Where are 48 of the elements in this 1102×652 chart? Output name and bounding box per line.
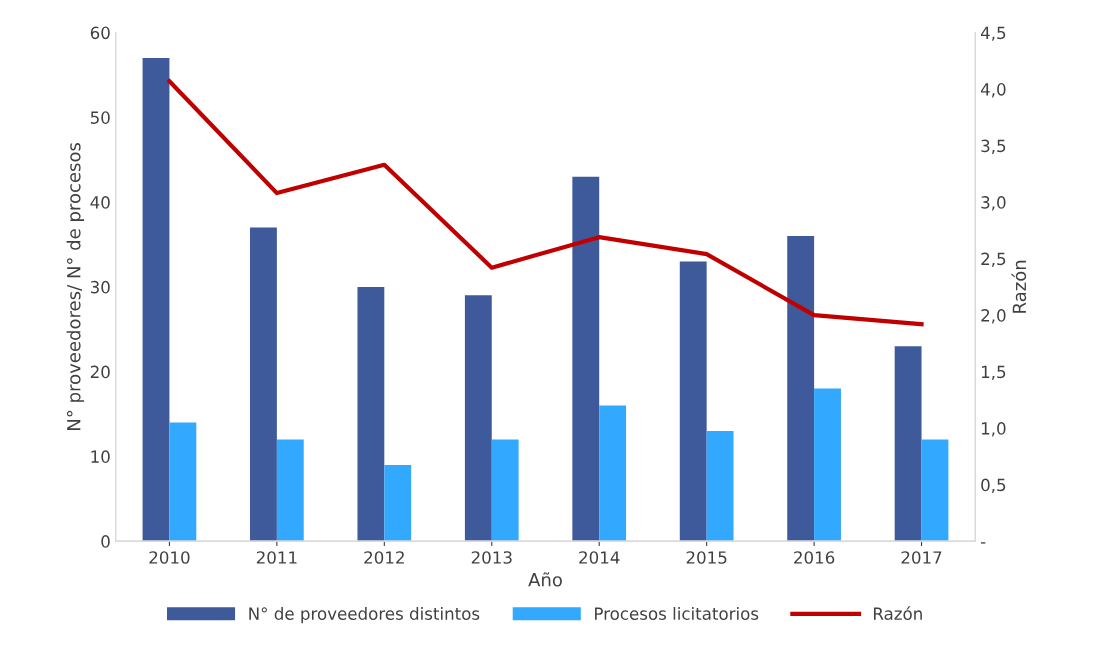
y2-tick-label: 2,5: [981, 252, 1006, 267]
bar: [357, 286, 385, 542]
y-tick-label: 10: [91, 450, 110, 463]
y-tick-label: 20: [90, 365, 110, 379]
bar: [894, 346, 922, 542]
x-axis-title: Año: [528, 572, 562, 587]
bar: [250, 227, 277, 542]
x-tick-label: 2014: [579, 551, 620, 564]
x-tick-label: 2017: [901, 551, 942, 564]
y2-tick-label: 3,0: [981, 196, 1006, 211]
y2-tick-label: -: [980, 542, 986, 544]
legend-label: Razón: [873, 606, 922, 620]
y2-tick-label: 4,0: [980, 83, 1006, 98]
y-axis-title: N° proveedores/ N° de procesos: [66, 142, 85, 430]
y-tick-label: 60: [90, 26, 110, 40]
y-tick-label: 50: [90, 111, 110, 124]
y2-tick-label: 3,5: [981, 139, 1006, 154]
y2-tick-label: 1,5: [981, 365, 1006, 380]
bar: [706, 430, 734, 542]
bar: [921, 439, 949, 542]
bar: [679, 261, 707, 542]
bar: [142, 58, 170, 542]
bar: [599, 405, 627, 542]
y2-tick-label: 4,5: [980, 26, 1006, 41]
bar: [276, 439, 304, 542]
bar: [384, 464, 412, 542]
bar: [491, 439, 519, 542]
bar: [464, 295, 492, 542]
y-tick-label: 0: [101, 535, 110, 548]
bar: [787, 236, 815, 542]
line-series: [167, 79, 924, 327]
bar: [572, 176, 600, 542]
y2-tick-label: 1,0: [981, 422, 1006, 437]
x-tick-label: 2016: [794, 551, 835, 564]
x-tick-label: 2013: [471, 551, 512, 564]
y2-tick-label: 0,5: [981, 478, 1006, 493]
x-tick-label: 2012: [364, 551, 404, 564]
x-tick-label: 2011: [256, 551, 297, 564]
legend-label: Procesos licitatorios: [595, 607, 759, 620]
y-tick-label: 30: [90, 280, 110, 294]
bar: [814, 388, 841, 542]
x-tick-label: 2010: [149, 551, 190, 564]
legend-label: N° de proveedores distintos: [249, 607, 480, 624]
y2-tick-label: 2,0: [981, 309, 1006, 324]
y-tick-label: 40: [90, 196, 110, 209]
bar: [169, 422, 197, 542]
y2-axis-title: Razón: [1011, 260, 1027, 313]
x-tick-label: 2015: [686, 551, 727, 564]
